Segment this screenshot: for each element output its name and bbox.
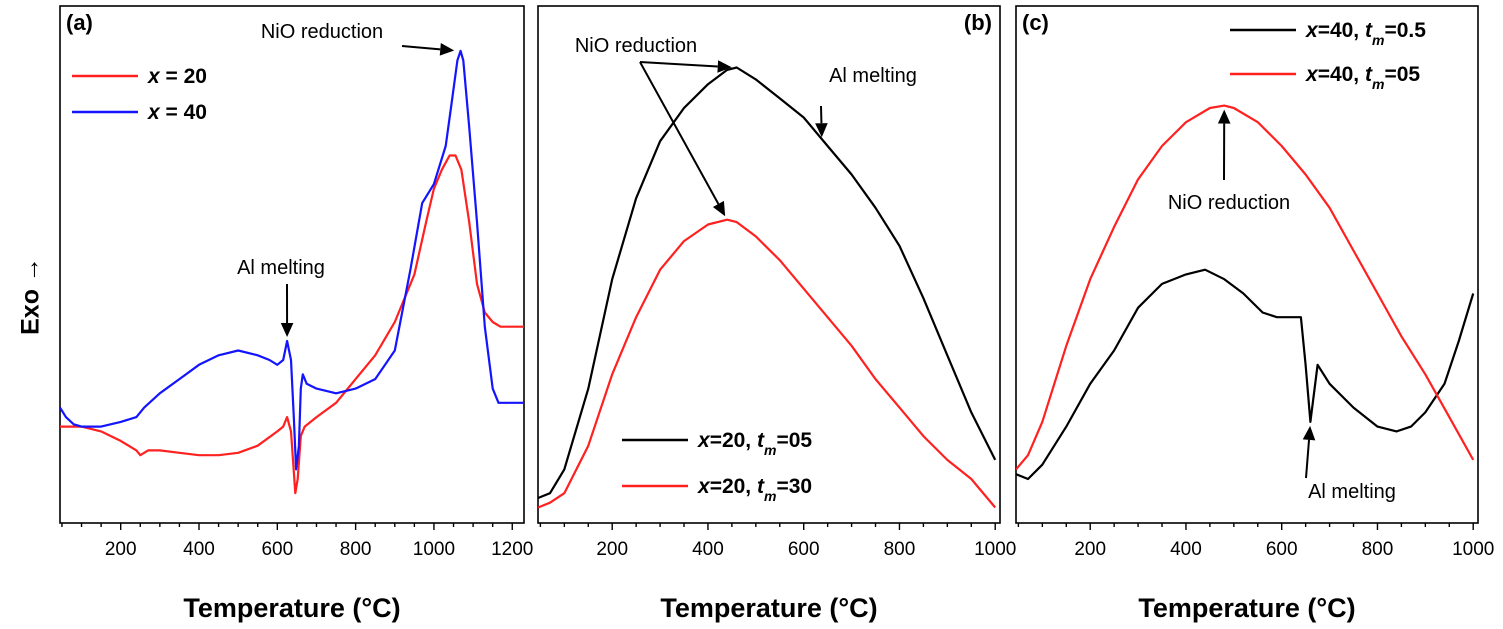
x-tick-label: 200 <box>105 539 137 560</box>
annotation-arrowhead <box>815 123 828 138</box>
x-tick-label: 1000 <box>974 539 1016 560</box>
x-tick-label: 400 <box>183 539 215 560</box>
annotation-arrowhead <box>280 323 294 338</box>
legend-item: x=20, tm=05 <box>622 429 812 458</box>
annotation-arrowhead <box>717 60 732 73</box>
y-axis-label: Exo → <box>17 257 45 335</box>
annotation: NiO reduction <box>1168 109 1290 214</box>
legend-item: x=40, tm=05 <box>1230 63 1420 92</box>
x-tick-label: 800 <box>1362 539 1394 560</box>
legend-label: x=40, tm=05 <box>1305 63 1420 92</box>
x-tick-label: 1000 <box>413 539 455 560</box>
legend-label: x=20, tm=05 <box>697 429 812 458</box>
x-tick-label: 800 <box>884 539 916 560</box>
x-tick-label: 400 <box>692 539 724 560</box>
legend-item: x = 20 <box>72 65 207 88</box>
annotation-arrowhead <box>1217 109 1231 124</box>
panel-1: 200 400 600 800 1000 1200 Temperature (°C) (a) x… <box>59 5 533 623</box>
panel-2: 200 400 600 800 1000 Temperature (°C) (b) x=20,… <box>537 5 1016 623</box>
x-tick-label: 200 <box>1074 539 1106 560</box>
annotation: NiO reduction <box>261 21 455 56</box>
annotation-label: NiO reduction <box>261 21 383 43</box>
legend-item: x=20, tm=30 <box>622 475 812 504</box>
annotation-arrow <box>401 45 441 51</box>
panel-3: 200 400 600 800 1000 Temperature (°C) (c) x=40,… <box>1015 5 1494 623</box>
panel-label: (b) <box>964 10 992 35</box>
annotation-arrowhead <box>712 200 726 217</box>
series-line-2 <box>538 218 997 509</box>
legend-label: x=40, tm=0.5 <box>1305 19 1426 48</box>
plot-frame <box>1015 5 1479 524</box>
x-axis-title: Temperature (°C) <box>660 593 877 623</box>
annotation-label: Al melting <box>829 65 917 87</box>
x-axis-title: Temperature (°C) <box>183 593 400 623</box>
x-tick-label: 1000 <box>1452 539 1494 560</box>
series-line-1 <box>1016 268 1475 481</box>
annotation-arrowhead <box>1302 425 1316 441</box>
annotation-label: Al melting <box>237 257 325 279</box>
x-tick-label: 600 <box>1266 539 1298 560</box>
annotation-label: NiO reduction <box>575 35 697 57</box>
series-line-1 <box>538 66 997 500</box>
annotation-label: NiO reduction <box>1168 192 1290 214</box>
legend-label: x=20, tm=30 <box>697 475 812 504</box>
annotation-arrow <box>639 61 720 205</box>
x-tick-label: 1200 <box>491 539 533 560</box>
legend-label: x = 20 <box>147 65 207 88</box>
plot-frame <box>537 5 1001 524</box>
panels: 200 400 600 800 1000 1200 Temperature (°C) (a) x… <box>59 5 1494 623</box>
x-tick-label: 200 <box>596 539 628 560</box>
x-tick-label: 400 <box>1170 539 1202 560</box>
annotation-arrow <box>1305 439 1311 479</box>
series-line-2 <box>1016 104 1475 471</box>
series-line-1 <box>60 154 524 495</box>
annotation-arrow <box>639 61 718 68</box>
legend-label: x = 40 <box>147 101 207 124</box>
legend-item: x=40, tm=0.5 <box>1230 19 1426 48</box>
x-tick-label: 600 <box>261 539 293 560</box>
x-tick-label: 800 <box>340 539 372 560</box>
x-tick-label: 600 <box>788 539 820 560</box>
annotation-arrowhead <box>439 43 455 56</box>
series-line-2 <box>60 49 524 471</box>
annotation: Al melting <box>815 65 917 138</box>
annotation-label: Al melting <box>1308 481 1396 503</box>
x-axis-title: Temperature (°C) <box>1138 593 1355 623</box>
legend-item: x = 40 <box>72 101 207 124</box>
panel-label: (c) <box>1022 10 1049 35</box>
annotation: Al melting <box>237 257 325 338</box>
annotation: Al melting <box>1302 425 1396 503</box>
panel-label: (a) <box>66 10 93 35</box>
annotation: NiO reduction <box>575 35 732 217</box>
plot-frame <box>59 5 525 524</box>
